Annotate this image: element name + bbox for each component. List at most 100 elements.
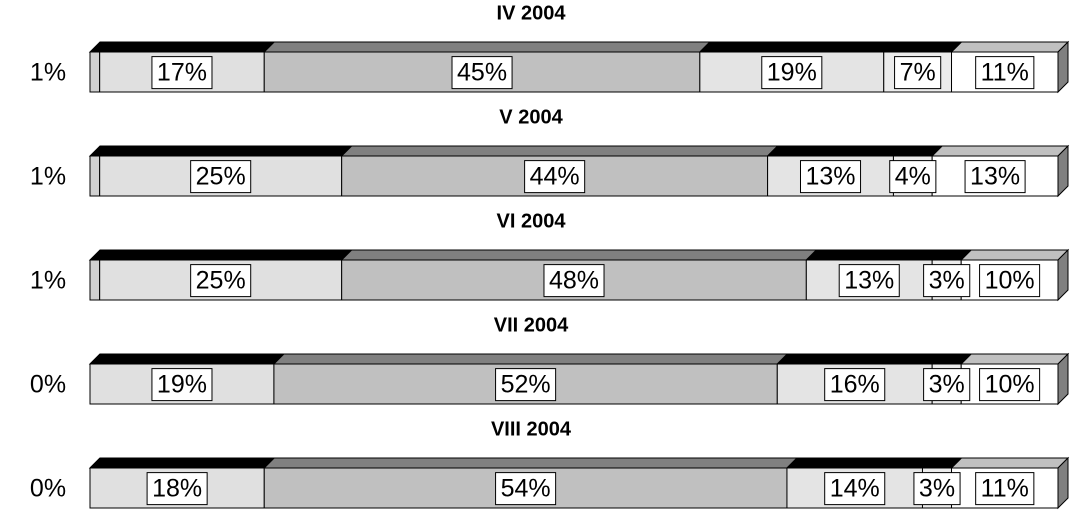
value-label: 10%	[985, 267, 1035, 295]
value-label: 19%	[767, 59, 817, 87]
bar-segment-top	[776, 353, 944, 365]
value-label-box	[889, 160, 937, 194]
bar-segment	[89, 259, 101, 301]
bar-segment-top	[950, 457, 1070, 469]
value-label-group: 48%	[543, 264, 605, 298]
bar-side	[1057, 40, 1069, 94]
value-label: 7%	[900, 59, 936, 87]
value-label-box	[151, 368, 213, 402]
value-label: 13%	[844, 267, 894, 295]
bar-segment-top	[950, 41, 1070, 53]
value-label-box	[451, 56, 513, 90]
value-label-box	[190, 264, 252, 298]
chart-title: V 2004	[499, 106, 563, 128]
value-label: 44%	[530, 163, 580, 191]
value-label-group: 18%	[146, 472, 208, 506]
bar-segment-top	[959, 353, 1070, 365]
value-label: 11%	[981, 59, 1029, 87]
value-label-group: 44%	[524, 160, 586, 194]
value-label: 25%	[196, 267, 246, 295]
bar-segment-top	[88, 457, 276, 469]
value-label: 13%	[970, 163, 1020, 191]
bar-side	[1057, 248, 1069, 302]
value-label-group: 45%	[451, 56, 513, 90]
value-label: 54%	[501, 475, 551, 503]
value-label-group: 10%	[979, 264, 1041, 298]
bar-segment-top	[959, 249, 1070, 261]
bar-side	[1057, 456, 1069, 510]
value-label-group: 19%	[761, 56, 823, 90]
value-label-group: 0%	[30, 475, 66, 503]
chart-title: IV 2004	[497, 2, 567, 24]
value-label-box	[838, 264, 900, 298]
value-label: 13%	[805, 163, 855, 191]
bar-segment-top	[766, 145, 905, 157]
value-label-box	[923, 368, 971, 402]
value-label-box	[824, 368, 886, 402]
value-label-group: 10%	[979, 368, 1041, 402]
value-label-group: 52%	[495, 368, 557, 402]
value-label: 18%	[152, 475, 202, 503]
bar-segment-top	[340, 145, 779, 157]
value-label-group: 25%	[190, 264, 252, 298]
bar-side	[1057, 352, 1069, 406]
value-label: 3%	[929, 371, 965, 399]
value-label-group: 3%	[913, 472, 961, 506]
value-label: 4%	[895, 163, 931, 191]
value-label-group: 16%	[824, 368, 886, 402]
value-label-group: 4%	[889, 160, 937, 194]
value-label-group: 25%	[190, 160, 252, 194]
value-label-group: 11%	[975, 472, 1035, 506]
value-label-group: 13%	[838, 264, 900, 298]
value-label-group: 14%	[824, 472, 886, 506]
value-label-box	[964, 160, 1026, 194]
bar-segment	[89, 155, 101, 197]
value-label-group: 1%	[30, 267, 66, 295]
value-label-box	[975, 56, 1035, 90]
value-label-box	[543, 264, 605, 298]
bar-segment-top	[263, 41, 712, 53]
value-label-box	[524, 160, 586, 194]
value-label-box	[190, 160, 252, 194]
value-label-box	[923, 264, 971, 298]
value-label-box	[799, 160, 862, 194]
value-label: 3%	[919, 475, 955, 503]
value-label: 48%	[549, 267, 599, 295]
value-label-group: 13%	[799, 160, 862, 194]
bar-segment-top	[98, 145, 353, 157]
bar-segment-top	[263, 457, 799, 469]
bar-segment-top	[88, 353, 286, 365]
bar-side	[1057, 144, 1069, 198]
value-label-group: 11%	[975, 56, 1035, 90]
chart-title: VII 2004	[494, 314, 569, 336]
value-label: 0%	[30, 475, 66, 503]
value-label-group: 1%	[30, 59, 66, 87]
bar-segment-top	[272, 353, 789, 365]
chart-title: VIII 2004	[491, 418, 572, 440]
value-label: 1%	[30, 163, 66, 191]
value-label: 10%	[985, 371, 1035, 399]
value-label: 52%	[501, 371, 551, 399]
value-label: 0%	[30, 371, 66, 399]
value-label-box	[894, 56, 942, 90]
value-label-box	[979, 264, 1041, 298]
value-label: 11%	[981, 475, 1029, 503]
value-label-group: 17%	[151, 56, 213, 90]
value-label-box	[824, 472, 886, 506]
bar-segment-top	[785, 457, 934, 469]
value-label-box	[146, 472, 208, 506]
value-label-box	[979, 368, 1041, 402]
value-label: 17%	[157, 59, 207, 87]
bar-segment-top	[98, 41, 276, 53]
value-label-group: 3%	[923, 264, 971, 298]
value-label-group: 0%	[30, 371, 66, 399]
value-label-box	[975, 472, 1035, 506]
bar-segment-top	[98, 249, 353, 261]
bar-segment-top	[930, 145, 1070, 157]
value-label-group: 19%	[151, 368, 213, 402]
value-label-box	[495, 368, 557, 402]
value-label: 45%	[457, 59, 507, 87]
value-label-group: 7%	[894, 56, 942, 90]
bar-segment-top	[805, 249, 944, 261]
